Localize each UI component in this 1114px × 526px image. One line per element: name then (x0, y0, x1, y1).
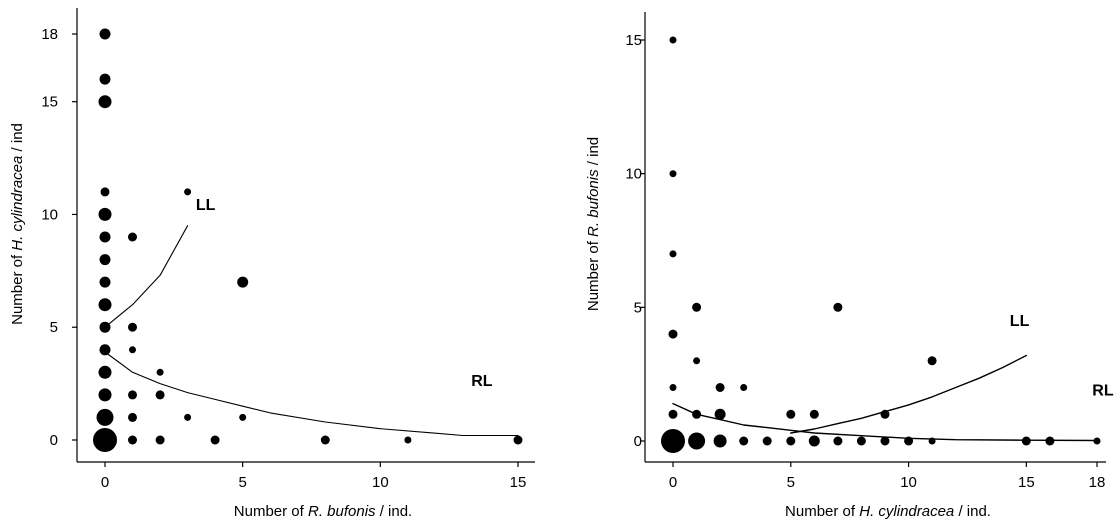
chart-panel-1: 0 5 10 15 0 5 10 15 18 Number of R. bufonis / ind… (9, 8, 535, 520)
data-point (129, 346, 136, 354)
data-point (184, 188, 192, 196)
x-tick-label: 10 (900, 474, 917, 491)
fit-curve-ll (104, 225, 189, 328)
data-point (98, 388, 112, 402)
data-point (669, 170, 677, 178)
data-point (128, 412, 137, 422)
data-point (210, 435, 220, 445)
data-point (96, 408, 114, 426)
data-point (128, 435, 137, 445)
data-point (98, 207, 112, 221)
data-point (715, 383, 725, 392)
data-point (668, 329, 678, 339)
data-point (98, 95, 112, 109)
data-point (880, 436, 890, 446)
data-point (833, 302, 843, 312)
x-tick-label: 0 (101, 474, 109, 491)
data-point (928, 437, 936, 445)
chart-panel-2: 0 5 10 15 18 0 5 10 15 Number of H. cylindracea /… (585, 12, 1114, 520)
data-point (155, 435, 165, 445)
data-point (128, 322, 137, 332)
x-tick-label: 18 (1089, 474, 1106, 491)
data-point (809, 409, 819, 419)
x-tick-label: 15 (1018, 474, 1035, 491)
data-point (237, 276, 249, 288)
y-tick-label: 10 (625, 166, 642, 183)
curve-label-ll: LL (1010, 313, 1030, 330)
y-tick-label: 18 (41, 26, 58, 43)
data-point (99, 231, 111, 243)
data-point (693, 357, 701, 365)
curve-label-rl: RL (471, 373, 493, 390)
data-point (1093, 437, 1101, 445)
curve-label-rl: RL (1092, 383, 1114, 400)
data-point (808, 435, 820, 447)
fit-curve-ll (790, 354, 1027, 434)
data-point (856, 436, 866, 446)
data-point (661, 429, 685, 453)
data-point (904, 436, 914, 446)
y-axis-label: Number of H. cylindracea / ind (9, 123, 26, 325)
data-point (93, 428, 117, 452)
data-point (98, 298, 112, 312)
y-tick-label: 5 (50, 319, 58, 336)
x-tick-label: 15 (510, 474, 527, 491)
data-point (99, 28, 111, 40)
data-point (669, 36, 677, 44)
data-point (739, 436, 749, 446)
data-point (99, 321, 111, 333)
data-point (128, 390, 137, 400)
y-tick-label: 5 (634, 299, 642, 316)
x-tick-label: 5 (787, 474, 795, 491)
data-point (1021, 436, 1031, 446)
data-point (786, 436, 796, 446)
data-point (184, 413, 192, 421)
data-point (762, 436, 772, 446)
data-point (513, 435, 523, 445)
data-point (320, 435, 330, 445)
data-point (128, 232, 137, 242)
data-point (714, 408, 726, 420)
y-tick-label: 15 (625, 32, 642, 49)
data-point (100, 187, 110, 197)
y-tick-label: 0 (634, 433, 642, 450)
data-point (1045, 436, 1055, 446)
fit-curve-rl (672, 402, 1098, 442)
data-point (713, 434, 727, 448)
data-point (692, 302, 702, 312)
data-point (404, 436, 412, 444)
data-point (99, 344, 111, 356)
data-point (668, 409, 678, 419)
data-point (669, 250, 677, 258)
data-point (98, 365, 112, 379)
data-point (155, 390, 165, 400)
data-point (880, 409, 890, 419)
data-point (99, 276, 111, 288)
data-point (669, 384, 677, 391)
data-point (927, 356, 937, 366)
data-point (786, 409, 796, 419)
y-tick-label: 15 (41, 94, 58, 111)
data-point (692, 409, 702, 419)
x-tick-label: 5 (238, 474, 246, 491)
data-point (740, 384, 748, 391)
data-point (239, 413, 247, 421)
x-tick-label: 10 (372, 474, 389, 491)
x-tick-label: 0 (669, 474, 677, 491)
x-axis-label: Number of R. bufonis / ind. (234, 503, 412, 520)
y-tick-label: 10 (41, 206, 58, 223)
y-axis-label: Number of R. bufonis / ind (585, 137, 602, 311)
y-tick-label: 0 (50, 432, 58, 449)
data-point (99, 254, 111, 266)
data-point (833, 436, 843, 446)
data-point (156, 368, 164, 376)
data-point (99, 73, 111, 85)
fit-curve-rl (104, 351, 519, 437)
data-point (688, 432, 706, 450)
x-axis-label: Number of H. cylindracea / ind. (785, 503, 991, 520)
curve-label-ll: LL (196, 197, 216, 214)
